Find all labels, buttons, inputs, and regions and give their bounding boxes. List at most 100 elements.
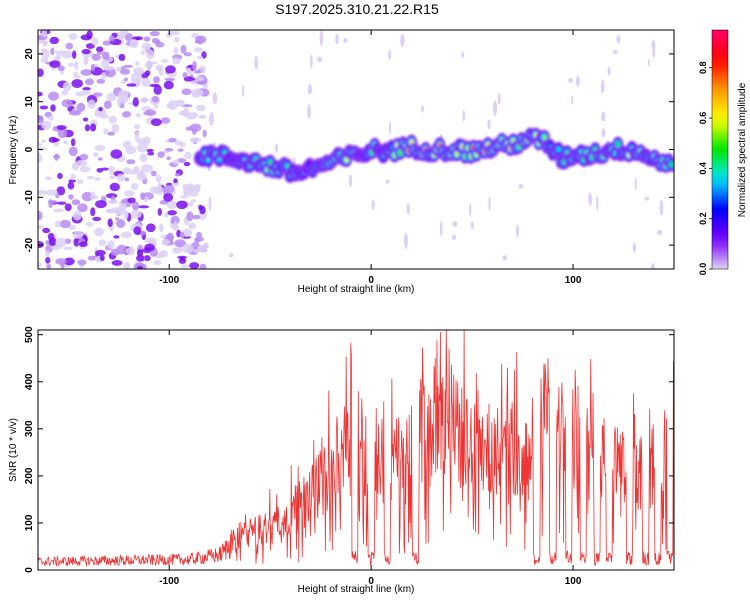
noise-blob xyxy=(85,43,95,49)
noise-blob xyxy=(194,237,200,244)
noise-blob xyxy=(163,192,174,202)
noise-blob xyxy=(39,105,49,110)
noise-blob xyxy=(38,241,44,249)
noise-blob xyxy=(70,138,76,147)
noise-blob xyxy=(157,207,162,216)
noise-blob xyxy=(91,53,101,61)
snr-plot xyxy=(38,330,674,568)
noise-blob xyxy=(119,68,131,75)
noise-blob xyxy=(191,88,204,97)
noise-blob xyxy=(125,247,136,256)
noise-blob xyxy=(78,241,88,248)
noise-blob xyxy=(135,61,140,66)
faint-streak xyxy=(575,75,580,88)
snr-y-tick-label: 0 xyxy=(24,567,35,573)
noise-blob xyxy=(123,190,135,197)
noise-blob xyxy=(77,259,87,266)
colorbar-tick-label: 0.6 xyxy=(698,112,708,125)
noise-blob xyxy=(86,175,95,180)
noise-blob xyxy=(82,117,89,122)
noise-blob xyxy=(198,204,203,211)
noise-blob xyxy=(166,156,171,161)
noise-blob xyxy=(76,179,84,185)
faint-streak xyxy=(651,40,656,49)
noise-blob xyxy=(202,129,207,138)
noise-blob xyxy=(61,90,69,96)
faint-streak xyxy=(400,33,405,47)
noise-blob xyxy=(76,102,86,112)
noise-blob xyxy=(54,220,61,228)
noise-blob xyxy=(111,123,120,133)
noise-blob xyxy=(93,152,99,158)
noise-blob xyxy=(68,146,78,157)
noise-blob xyxy=(115,217,120,221)
noise-blob xyxy=(100,59,110,68)
noise-blob xyxy=(94,144,106,152)
noise-blob xyxy=(192,60,197,71)
noise-blob xyxy=(54,153,59,161)
noise-blob xyxy=(41,30,47,38)
noise-blob xyxy=(133,166,140,173)
noise-blob xyxy=(64,203,72,212)
noise-blob xyxy=(180,195,189,199)
noise-blob xyxy=(40,57,49,64)
noise-blob xyxy=(174,239,186,248)
noise-blob xyxy=(158,223,164,233)
faint-streak xyxy=(644,196,650,201)
faint-streak xyxy=(518,184,524,189)
noise-blob xyxy=(98,239,107,247)
noise-blob xyxy=(176,200,188,210)
noise-blob xyxy=(194,40,203,44)
faint-streak xyxy=(406,203,410,215)
noise-blob xyxy=(135,36,143,41)
faint-streak xyxy=(588,192,593,206)
noise-blob xyxy=(56,201,67,205)
noise-blob xyxy=(167,210,177,216)
noise-blob xyxy=(162,185,175,194)
spectrogram-y-label: Frequency (Hz) xyxy=(8,116,19,185)
noise-blob xyxy=(161,238,171,245)
noise-blob xyxy=(62,81,72,92)
noise-blob xyxy=(101,72,106,81)
noise-blob xyxy=(108,165,115,176)
colorbar-tick-label: 0.2 xyxy=(698,212,708,225)
noise-blob xyxy=(135,113,142,118)
noise-blob xyxy=(163,80,174,90)
noise-blob xyxy=(38,115,44,124)
faint-streak xyxy=(470,221,474,230)
noise-blob xyxy=(55,237,67,248)
noise-blob xyxy=(121,111,132,118)
faint-streak xyxy=(242,84,245,98)
snr-y-tick-label: 300 xyxy=(24,420,35,437)
noise-blob xyxy=(196,231,202,239)
noise-blob xyxy=(101,51,107,60)
noise-blob xyxy=(155,174,162,183)
noise-blob xyxy=(180,256,186,261)
faint-streak xyxy=(601,111,606,122)
noise-blob xyxy=(96,46,104,53)
faint-streak xyxy=(335,33,339,45)
faint-streak xyxy=(275,143,279,154)
faint-streak xyxy=(307,84,312,95)
snr-x-label: Height of straight line (km) xyxy=(298,584,415,595)
snr-x-tick-label: 100 xyxy=(565,576,582,587)
faint-streak xyxy=(439,220,443,237)
noise-blob xyxy=(201,51,207,59)
noise-blob xyxy=(38,91,43,97)
spectrogram-x-tick-label: 0 xyxy=(368,275,374,286)
noise-blob xyxy=(172,247,182,254)
noise-blob xyxy=(81,48,91,55)
noise-blob xyxy=(197,55,203,60)
noise-blob xyxy=(91,37,99,46)
noise-blob xyxy=(147,151,155,156)
noise-blob xyxy=(68,194,74,200)
faint-streak xyxy=(493,100,498,116)
noise-blob xyxy=(125,146,137,155)
ridge-blob xyxy=(454,151,459,157)
noise-blob xyxy=(133,124,141,130)
snr-y-tick-label: 100 xyxy=(24,514,35,531)
noise-blob xyxy=(144,243,156,252)
noise-blob xyxy=(61,99,73,108)
noise-blob xyxy=(49,60,61,68)
